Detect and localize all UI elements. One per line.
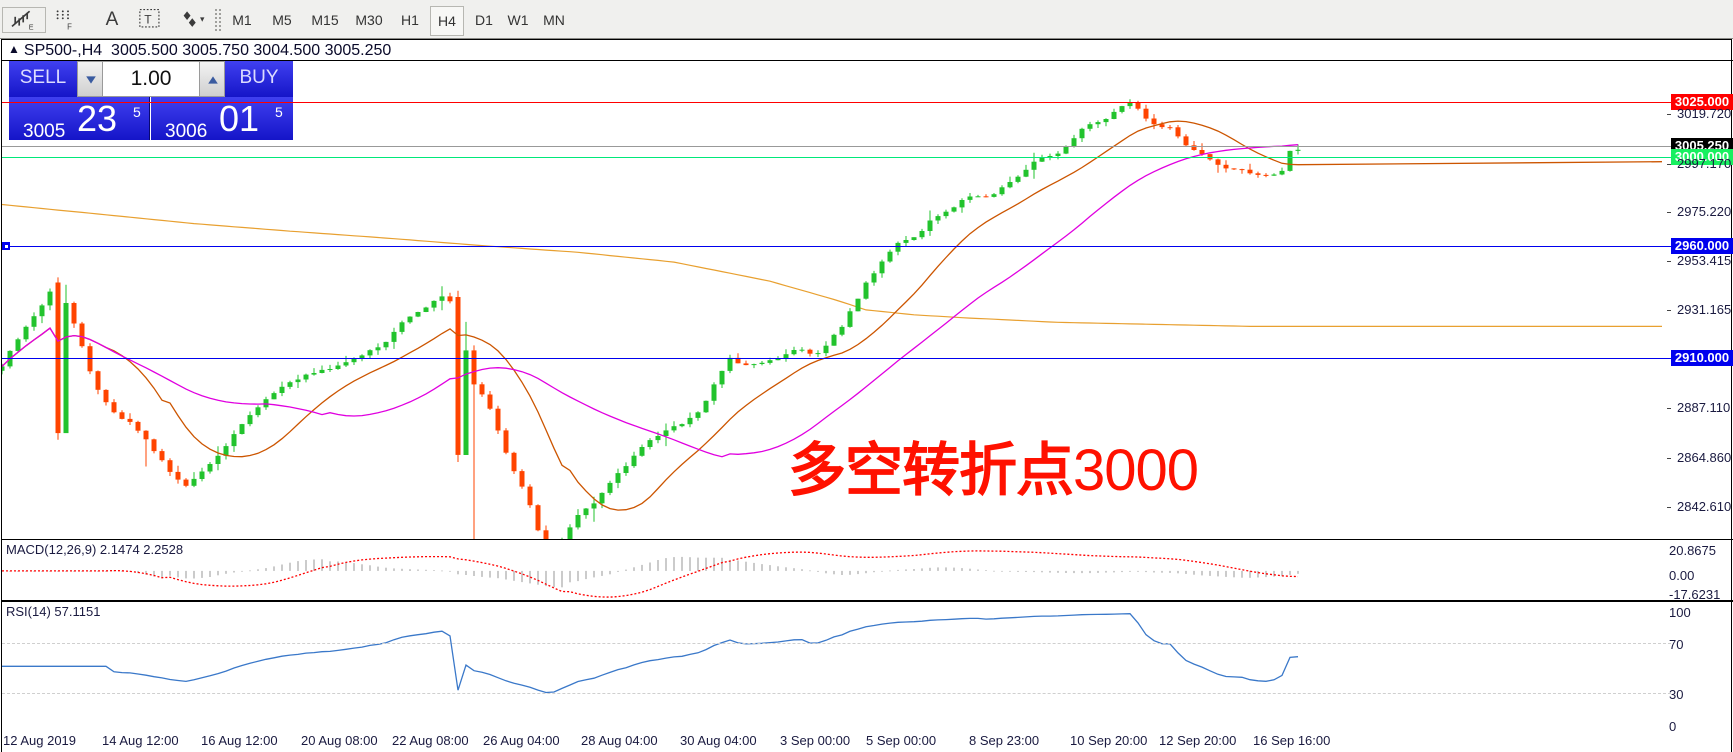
svg-text:T: T [144, 12, 152, 26]
svg-text:E: E [29, 23, 34, 32]
svg-text:F: F [67, 23, 72, 32]
